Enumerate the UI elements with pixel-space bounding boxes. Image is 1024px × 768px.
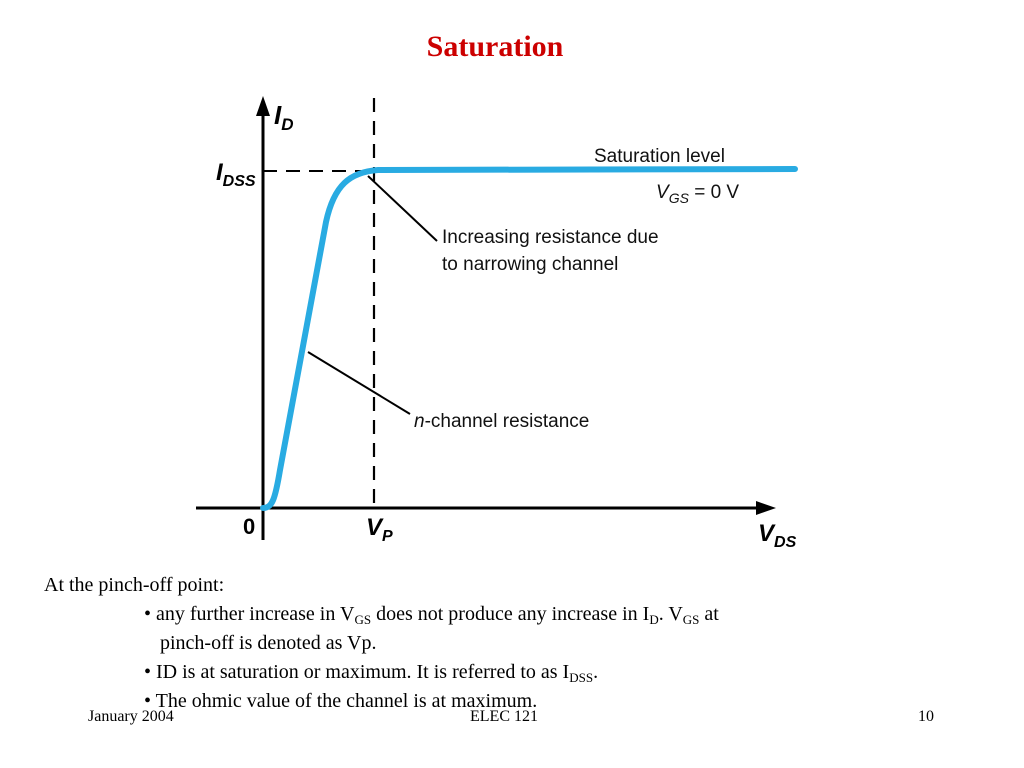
bullet-1: • any further increase in VGS does not p… <box>144 603 719 627</box>
vp-label: VP <box>366 514 393 545</box>
footer-page-number: 10 <box>918 708 934 725</box>
bullet-2: • ID is at saturation or maximum. It is … <box>144 661 599 685</box>
x-axis-arrowhead <box>756 501 776 515</box>
saturation-level-label: Saturation level <box>594 146 725 167</box>
increasing-resistance-label-line1: Increasing resistance due <box>442 227 659 248</box>
vgs-label: VGS = 0 V <box>656 182 739 206</box>
y-axis-arrowhead <box>256 96 270 116</box>
increasing-resistance-pointer <box>367 175 438 242</box>
footer-course: ELEC 121 <box>470 708 538 725</box>
idss-label: IDSS <box>216 159 256 190</box>
channel-resistance-pointer <box>307 351 411 415</box>
intro-line: At the pinch-off point: <box>44 574 225 596</box>
bullet-1-continuation: pinch-off is denoted as Vp. <box>160 632 377 654</box>
id-vds-curve <box>260 166 798 511</box>
origin-label: 0 <box>243 514 255 539</box>
bullet-3: • The ohmic value of the channel is at m… <box>144 690 538 712</box>
x-axis-label: VDS <box>758 520 797 551</box>
jfet-characteristic-diagram: ID VDS IDSS 0 VP Saturation level VGS = … <box>196 96 798 551</box>
y-axis-label: ID <box>274 100 294 134</box>
channel-resistance-label: n-channel resistance <box>414 411 589 432</box>
slide-title: Saturation <box>426 30 564 63</box>
increasing-resistance-label-line2: to narrowing channel <box>442 254 618 275</box>
slide-body: At the pinch-off point: • any further in… <box>44 571 944 716</box>
footer-date: January 2004 <box>88 708 174 725</box>
